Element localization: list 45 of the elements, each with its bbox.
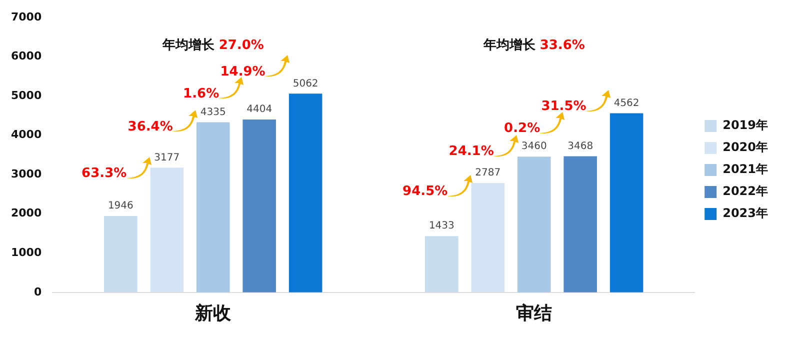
legend-label: 2019年 bbox=[722, 118, 768, 132]
annotation: 94.5% bbox=[402, 184, 448, 199]
annotation: 31.5% bbox=[541, 98, 586, 114]
x-tick-label: 审结 bbox=[516, 302, 552, 324]
bar bbox=[610, 113, 644, 292]
y-tick-label: 3000 bbox=[10, 167, 42, 180]
y-tick-label: 2000 bbox=[10, 206, 42, 220]
bar bbox=[196, 122, 230, 292]
annotation: 36.4% bbox=[128, 119, 173, 134]
x-tick-label: 新收 bbox=[194, 302, 232, 324]
bar bbox=[471, 182, 505, 292]
legend-label: 2021年 bbox=[722, 162, 768, 176]
annotation: 年均增长 33.6% bbox=[482, 38, 585, 53]
annotation: 14.9% bbox=[220, 64, 266, 80]
bar bbox=[564, 156, 597, 292]
bar bbox=[242, 120, 276, 292]
data-label: 4562 bbox=[614, 98, 640, 109]
data-label: 5062 bbox=[292, 78, 318, 90]
bar bbox=[425, 236, 458, 292]
legend-label: 2020年 bbox=[722, 140, 768, 154]
bar bbox=[150, 168, 184, 292]
data-label: 1433 bbox=[428, 220, 454, 232]
bar bbox=[288, 94, 322, 292]
y-tick-label: 6000 bbox=[10, 50, 42, 63]
y-tick-label: 1000 bbox=[10, 246, 42, 259]
annotation: 24.1% bbox=[448, 144, 494, 160]
y-tick-label: 4000 bbox=[10, 128, 42, 142]
bar bbox=[104, 216, 138, 292]
data-label: 4335 bbox=[200, 106, 226, 118]
data-label: 1946 bbox=[108, 200, 134, 212]
data-label: 2787 bbox=[475, 168, 501, 179]
legend-label: 2022年 bbox=[722, 184, 768, 198]
y-tick-label: 7000 bbox=[10, 10, 42, 24]
data-label: 3177 bbox=[154, 152, 180, 164]
data-label: 3460 bbox=[521, 141, 547, 152]
legend-label: 2023年 bbox=[722, 206, 768, 220]
y-tick-label: 0 bbox=[34, 285, 42, 298]
annotation: 年均增长 27.0% bbox=[161, 38, 264, 53]
annotation: 63.3% bbox=[82, 166, 127, 182]
bar bbox=[517, 156, 551, 292]
data-label: 4404 bbox=[246, 104, 272, 116]
y-tick-label: 5000 bbox=[10, 88, 42, 102]
data-label: 3468 bbox=[568, 140, 594, 152]
annotation: 0.2% bbox=[504, 120, 540, 136]
annotation: 1.6% bbox=[183, 86, 220, 102]
